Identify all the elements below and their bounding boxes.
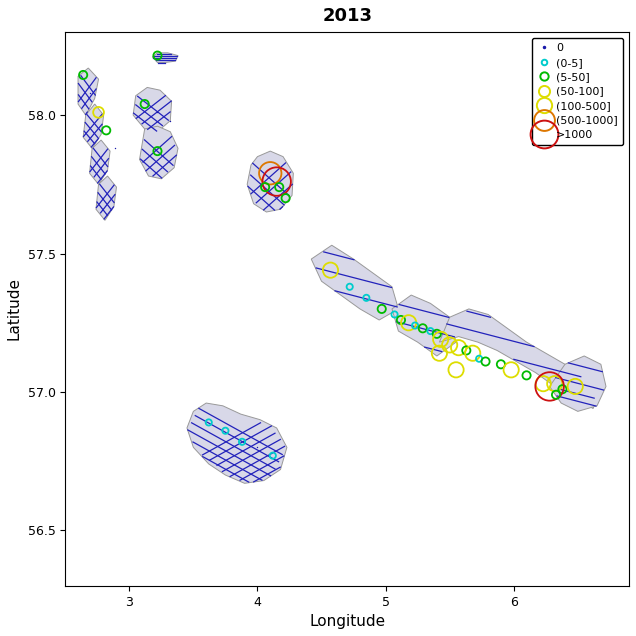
Polygon shape: [139, 126, 178, 179]
Point: [265, 168, 275, 178]
Point: [480, 356, 490, 366]
Point: [432, 329, 442, 339]
Point: [453, 343, 464, 353]
Point: [410, 321, 420, 331]
Point: [538, 378, 548, 389]
Point: [570, 382, 580, 392]
Point: [544, 382, 555, 392]
X-axis label: Longitude: Longitude: [309, 614, 385, 629]
Point: [165, 116, 176, 126]
Point: [252, 442, 263, 452]
Point: [204, 417, 214, 427]
Point: [93, 107, 104, 118]
Point: [361, 293, 371, 303]
Point: [550, 378, 560, 389]
Point: [474, 354, 484, 364]
Point: [436, 335, 446, 345]
Point: [220, 425, 230, 436]
Point: [445, 340, 455, 350]
Polygon shape: [83, 104, 104, 148]
Polygon shape: [311, 245, 398, 320]
Title: 2013: 2013: [322, 7, 372, 25]
Point: [506, 364, 516, 375]
Point: [110, 143, 120, 153]
Polygon shape: [153, 53, 178, 62]
Polygon shape: [187, 403, 287, 483]
Point: [274, 182, 284, 192]
Point: [153, 50, 163, 60]
Point: [404, 317, 414, 328]
Polygon shape: [133, 87, 172, 132]
Point: [268, 450, 278, 460]
Point: [467, 348, 478, 358]
Polygon shape: [439, 309, 597, 408]
Point: [557, 384, 567, 394]
Point: [434, 348, 445, 358]
Polygon shape: [90, 140, 110, 184]
Point: [272, 176, 282, 186]
Point: [139, 99, 149, 109]
Point: [451, 364, 461, 375]
Point: [425, 326, 436, 336]
Point: [153, 107, 163, 118]
Point: [522, 370, 532, 380]
Point: [377, 304, 387, 314]
Polygon shape: [96, 176, 116, 220]
Point: [345, 282, 355, 292]
Point: [551, 390, 561, 400]
Point: [396, 315, 406, 325]
Point: [78, 70, 88, 80]
Point: [461, 345, 471, 356]
Point: [85, 88, 95, 98]
Polygon shape: [550, 356, 606, 411]
Point: [280, 193, 291, 204]
Point: [153, 146, 163, 156]
Point: [101, 125, 111, 135]
Polygon shape: [247, 151, 293, 212]
Point: [418, 323, 428, 333]
Point: [389, 309, 399, 319]
Point: [260, 182, 270, 192]
Legend: 0, (0-5], (5-50], (50-100], (100-500], (500-1000], >1000: 0, (0-5], (5-50], (50-100], (100-500], (…: [532, 38, 623, 146]
Point: [326, 265, 336, 275]
Point: [237, 437, 247, 447]
Polygon shape: [78, 68, 99, 115]
Polygon shape: [392, 295, 456, 356]
Y-axis label: Latitude: Latitude: [7, 277, 22, 340]
Point: [496, 359, 506, 370]
